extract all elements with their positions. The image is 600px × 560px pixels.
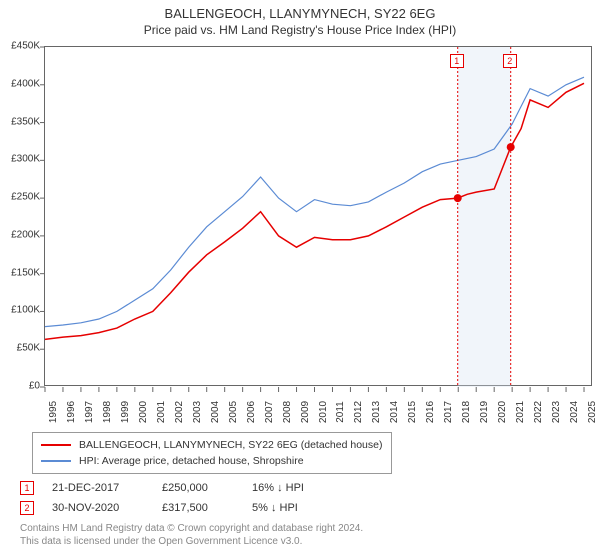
sale-hpi-delta: 16% ↓ HPI bbox=[252, 482, 340, 494]
legend-swatch bbox=[41, 444, 71, 446]
sale-row: 2 30-NOV-2020£317,5005% ↓ HPI bbox=[20, 498, 340, 518]
x-tick-label: 2022 bbox=[533, 401, 544, 423]
x-tick-label: 2006 bbox=[246, 401, 257, 423]
sale-date: 21-DEC-2017 bbox=[52, 482, 162, 494]
footer-attribution: Contains HM Land Registry data © Crown c… bbox=[20, 522, 363, 548]
y-tick-label: £350K bbox=[0, 116, 44, 127]
legend-label: BALLENGEOCH, LLANYMYNECH, SY22 6EG (deta… bbox=[79, 439, 382, 451]
marker-label-1: 1 bbox=[450, 54, 464, 68]
y-tick-label: £200K bbox=[0, 229, 44, 240]
x-tick-label: 2012 bbox=[353, 401, 364, 423]
x-tick-label: 2011 bbox=[335, 401, 346, 423]
sale-index-box: 2 bbox=[20, 501, 34, 515]
y-tick-label: £400K bbox=[0, 78, 44, 89]
sale-price: £250,000 bbox=[162, 482, 252, 494]
x-tick-label: 2002 bbox=[174, 401, 185, 423]
footer-line-1: Contains HM Land Registry data © Crown c… bbox=[20, 522, 363, 535]
x-tick-label: 2019 bbox=[479, 401, 490, 423]
legend: BALLENGEOCH, LLANYMYNECH, SY22 6EG (deta… bbox=[32, 432, 392, 474]
x-tick-label: 2025 bbox=[587, 401, 598, 423]
x-tick-label: 2005 bbox=[228, 401, 239, 423]
y-tick-label: £0 bbox=[0, 381, 44, 392]
figure-container: BALLENGEOCH, LLANYMYNECH, SY22 6EG Price… bbox=[0, 0, 600, 560]
x-tick-label: 2024 bbox=[569, 401, 580, 423]
y-tick-label: £50K bbox=[0, 343, 44, 354]
legend-swatch bbox=[41, 460, 71, 462]
x-tick-label: 2003 bbox=[192, 401, 203, 423]
y-tick-label: £450K bbox=[0, 41, 44, 52]
x-tick-label: 1999 bbox=[120, 401, 131, 423]
x-tick-label: 2004 bbox=[210, 401, 221, 423]
marker-label-2: 2 bbox=[503, 54, 517, 68]
x-tick-label: 2007 bbox=[264, 401, 275, 423]
legend-entry: HPI: Average price, detached house, Shro… bbox=[41, 453, 383, 469]
x-tick-label: 1997 bbox=[84, 401, 95, 423]
x-tick-label: 2017 bbox=[443, 401, 454, 423]
x-tick-label: 2001 bbox=[156, 401, 167, 423]
x-tick-label: 2013 bbox=[371, 401, 382, 423]
x-tick-label: 1998 bbox=[102, 401, 113, 423]
legend-entry: BALLENGEOCH, LLANYMYNECH, SY22 6EG (deta… bbox=[41, 437, 383, 453]
x-tick-label: 2014 bbox=[389, 401, 400, 423]
chart-plot-area: 1995199619971998199920002001200220032004… bbox=[44, 46, 592, 386]
chart-subtitle: Price paid vs. HM Land Registry's House … bbox=[0, 23, 600, 37]
chart-title: BALLENGEOCH, LLANYMYNECH, SY22 6EG bbox=[0, 6, 600, 21]
x-tick-label: 2018 bbox=[461, 401, 472, 423]
x-tick-label: 2016 bbox=[425, 401, 436, 423]
sales-table: 1 21-DEC-2017£250,00016% ↓ HPI 2 30-NOV-202… bbox=[20, 478, 340, 518]
x-tick-label: 1995 bbox=[48, 401, 59, 423]
y-tick-label: £100K bbox=[0, 305, 44, 316]
sale-date: 30-NOV-2020 bbox=[52, 502, 162, 514]
y-tick-label: £250K bbox=[0, 192, 44, 203]
footer-line-2: This data is licensed under the Open Gov… bbox=[20, 535, 363, 548]
sale-price: £317,500 bbox=[162, 502, 252, 514]
sale-index-box: 1 bbox=[20, 481, 34, 495]
x-tick-label: 2008 bbox=[282, 401, 293, 423]
y-tick-label: £150K bbox=[0, 267, 44, 278]
x-tick-label: 2020 bbox=[497, 401, 508, 423]
sale-row: 1 21-DEC-2017£250,00016% ↓ HPI bbox=[20, 478, 340, 498]
x-tick-label: 2000 bbox=[138, 401, 149, 423]
x-tick-label: 2009 bbox=[300, 401, 311, 423]
x-tick-label: 2023 bbox=[551, 401, 562, 423]
x-tick-label: 2021 bbox=[515, 401, 526, 423]
chart-svg bbox=[45, 47, 593, 387]
legend-label: HPI: Average price, detached house, Shro… bbox=[79, 455, 304, 467]
x-tick-label: 1996 bbox=[66, 401, 77, 423]
sale-hpi-delta: 5% ↓ HPI bbox=[252, 502, 334, 514]
x-tick-label: 2010 bbox=[318, 401, 329, 423]
y-tick-label: £300K bbox=[0, 154, 44, 165]
x-tick-label: 2015 bbox=[407, 401, 418, 423]
